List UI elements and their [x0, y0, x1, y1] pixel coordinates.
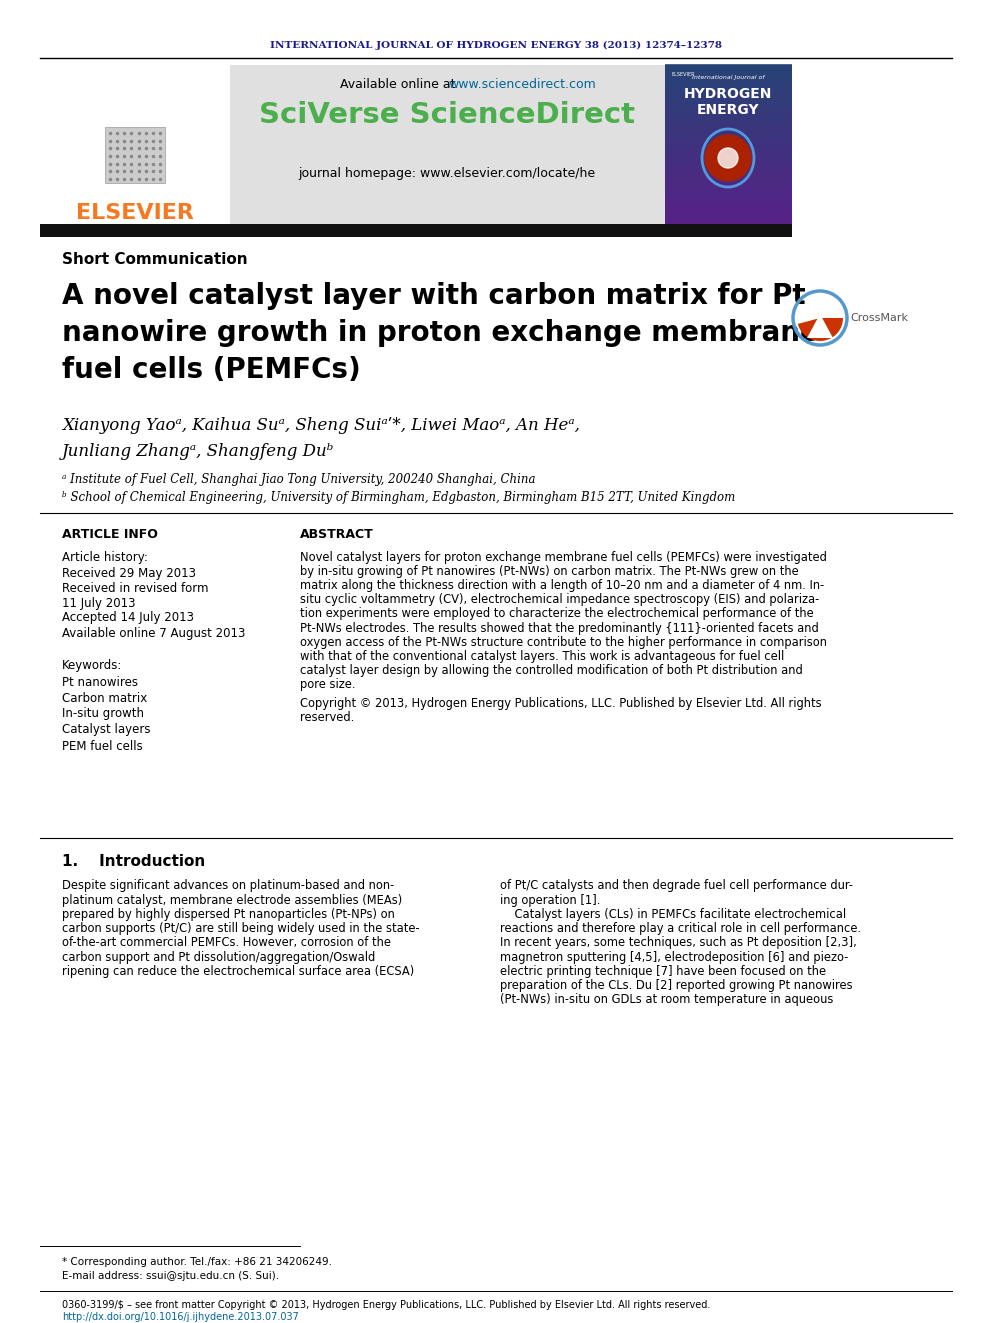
Text: Pt-NWs electrodes. The results showed that the predominantly {111}-oriented face: Pt-NWs electrodes. The results showed th…: [300, 622, 818, 635]
Text: www.sciencedirect.com: www.sciencedirect.com: [448, 78, 596, 90]
Text: preparation of the CLs. Du [2] reported growing Pt nanowires: preparation of the CLs. Du [2] reported …: [500, 979, 853, 992]
Text: Received 29 May 2013: Received 29 May 2013: [62, 566, 196, 579]
Text: catalyst layer design by allowing the controlled modification of both Pt distrib: catalyst layer design by allowing the co…: [300, 664, 803, 677]
Text: of-the-art commercial PEMFCs. However, corrosion of the: of-the-art commercial PEMFCs. However, c…: [62, 937, 391, 950]
Polygon shape: [807, 314, 833, 337]
Text: Junliang Zhangᵃ, Shangfeng Duᵇ: Junliang Zhangᵃ, Shangfeng Duᵇ: [62, 443, 334, 460]
Text: nanowire growth in proton exchange membrane: nanowire growth in proton exchange membr…: [62, 319, 818, 347]
Text: prepared by highly dispersed Pt nanoparticles (Pt-NPs) on: prepared by highly dispersed Pt nanopart…: [62, 908, 395, 921]
Text: Despite significant advances on platinum-based and non-: Despite significant advances on platinum…: [62, 880, 394, 893]
Text: of Pt/C catalysts and then degrade fuel cell performance dur-: of Pt/C catalysts and then degrade fuel …: [500, 880, 853, 893]
Text: matrix along the thickness direction with a length of 10–20 nm and a diameter of: matrix along the thickness direction wit…: [300, 579, 824, 591]
Text: fuel cells (PEMFCs): fuel cells (PEMFCs): [62, 356, 361, 384]
Text: tion experiments were employed to characterize the electrochemical performance o: tion experiments were employed to charac…: [300, 607, 813, 620]
Text: Catalyst layers (CLs) in PEMFCs facilitate electrochemical: Catalyst layers (CLs) in PEMFCs facilita…: [500, 908, 846, 921]
Text: Copyright © 2013, Hydrogen Energy Publications, LLC. Published by Elsevier Ltd. : Copyright © 2013, Hydrogen Energy Public…: [300, 696, 821, 709]
Text: CrossMark: CrossMark: [850, 314, 908, 323]
Text: In-situ growth: In-situ growth: [62, 708, 144, 721]
Text: International Journal of: International Journal of: [691, 75, 764, 81]
Text: SciVerse ScienceDirect: SciVerse ScienceDirect: [259, 101, 635, 130]
Text: by in-situ growing of Pt nanowires (Pt-NWs) on carbon matrix. The Pt-NWs grew on: by in-situ growing of Pt nanowires (Pt-N…: [300, 565, 799, 578]
Text: carbon supports (Pt/C) are still being widely used in the state-: carbon supports (Pt/C) are still being w…: [62, 922, 420, 935]
Text: 0360-3199/$ – see front matter Copyright © 2013, Hydrogen Energy Publications, L: 0360-3199/$ – see front matter Copyright…: [62, 1301, 710, 1310]
Text: ELSEVIER: ELSEVIER: [672, 71, 695, 77]
Text: HYDROGEN: HYDROGEN: [683, 87, 772, 101]
Text: Catalyst layers: Catalyst layers: [62, 724, 151, 737]
Polygon shape: [105, 127, 165, 183]
Text: ENERGY: ENERGY: [696, 103, 759, 116]
FancyBboxPatch shape: [230, 65, 665, 225]
Text: Carbon matrix: Carbon matrix: [62, 692, 147, 705]
Text: * Corresponding author. Tel./fax: +86 21 34206249.: * Corresponding author. Tel./fax: +86 21…: [62, 1257, 332, 1267]
Text: Xianyong Yaoᵃ, Kaihua Suᵃ, Sheng Suiᵃʹ*, Liwei Maoᵃ, An Heᵃ,: Xianyong Yaoᵃ, Kaihua Suᵃ, Sheng Suiᵃʹ*,…: [62, 417, 580, 434]
Text: ARTICLE INFO: ARTICLE INFO: [62, 528, 158, 541]
Text: A novel catalyst layer with carbon matrix for Pt: A novel catalyst layer with carbon matri…: [62, 282, 806, 310]
Text: http://dx.doi.org/10.1016/j.ijhydene.2013.07.037: http://dx.doi.org/10.1016/j.ijhydene.201…: [62, 1312, 299, 1322]
Text: carbon support and Pt dissolution/aggregation/Oswald: carbon support and Pt dissolution/aggreg…: [62, 950, 375, 963]
Text: ing operation [1].: ing operation [1].: [500, 894, 600, 906]
Text: ᵇ School of Chemical Engineering, University of Birmingham, Edgbaston, Birmingha: ᵇ School of Chemical Engineering, Univer…: [62, 491, 735, 504]
Text: ripening can reduce the electrochemical surface area (ECSA): ripening can reduce the electrochemical …: [62, 964, 415, 978]
Text: PEM fuel cells: PEM fuel cells: [62, 740, 143, 753]
Circle shape: [705, 135, 751, 181]
Text: ᵃ Institute of Fuel Cell, Shanghai Jiao Tong University, 200240 Shanghai, China: ᵃ Institute of Fuel Cell, Shanghai Jiao …: [62, 474, 536, 487]
Wedge shape: [798, 318, 843, 341]
Text: In recent years, some techniques, such as Pt deposition [2,3],: In recent years, some techniques, such a…: [500, 937, 857, 950]
Text: 1.    Introduction: 1. Introduction: [62, 855, 205, 869]
Text: Accepted 14 July 2013: Accepted 14 July 2013: [62, 611, 194, 624]
Text: Article history:: Article history:: [62, 552, 148, 565]
Text: with that of the conventional catalyst layers. This work is advantageous for fue: with that of the conventional catalyst l…: [300, 650, 785, 663]
Text: Short Communication: Short Communication: [62, 253, 248, 267]
Text: Keywords:: Keywords:: [62, 659, 122, 672]
Text: (Pt-NWs) in-situ on GDLs at room temperature in aqueous: (Pt-NWs) in-situ on GDLs at room tempera…: [500, 994, 833, 1005]
Text: electric printing technique [7] have been focused on the: electric printing technique [7] have bee…: [500, 964, 826, 978]
Bar: [40, 224, 792, 237]
Text: 11 July 2013: 11 July 2013: [62, 597, 136, 610]
FancyBboxPatch shape: [40, 65, 230, 225]
Text: reserved.: reserved.: [300, 710, 354, 724]
Text: Received in revised form: Received in revised form: [62, 582, 208, 594]
Text: ELSEVIER: ELSEVIER: [76, 202, 194, 224]
Text: oxygen access of the Pt-NWs structure contribute to the higher performance in co: oxygen access of the Pt-NWs structure co…: [300, 635, 827, 648]
Text: ABSTRACT: ABSTRACT: [300, 528, 374, 541]
Text: INTERNATIONAL JOURNAL OF HYDROGEN ENERGY 38 (2013) 12374–12378: INTERNATIONAL JOURNAL OF HYDROGEN ENERGY…: [270, 41, 722, 49]
Text: reactions and therefore play a critical role in cell performance.: reactions and therefore play a critical …: [500, 922, 861, 935]
Text: magnetron sputtering [4,5], electrodeposition [6] and piezo-: magnetron sputtering [4,5], electrodepos…: [500, 950, 848, 963]
Text: Novel catalyst layers for proton exchange membrane fuel cells (PEMFCs) were inve: Novel catalyst layers for proton exchang…: [300, 550, 827, 564]
Circle shape: [718, 148, 738, 168]
Text: journal homepage: www.elsevier.com/locate/he: journal homepage: www.elsevier.com/locat…: [299, 167, 595, 180]
Text: Available online 7 August 2013: Available online 7 August 2013: [62, 627, 245, 639]
Text: Pt nanowires: Pt nanowires: [62, 676, 138, 688]
Text: pore size.: pore size.: [300, 679, 355, 692]
Text: Available online at: Available online at: [340, 78, 455, 90]
Text: situ cyclic voltammetry (CV), electrochemical impedance spectroscopy (EIS) and p: situ cyclic voltammetry (CV), electroche…: [300, 593, 819, 606]
Text: platinum catalyst, membrane electrode assemblies (MEAs): platinum catalyst, membrane electrode as…: [62, 894, 402, 906]
Text: E-mail address: ssui@sjtu.edu.cn (S. Sui).: E-mail address: ssui@sjtu.edu.cn (S. Sui…: [62, 1271, 279, 1281]
